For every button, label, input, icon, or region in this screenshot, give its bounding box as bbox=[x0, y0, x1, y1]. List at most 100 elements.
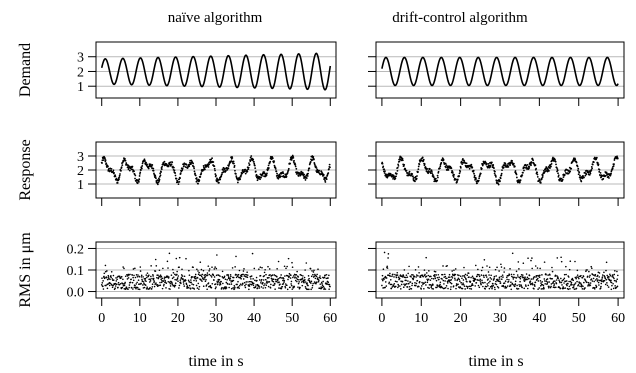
rms-point-c0-616 bbox=[276, 280, 279, 282]
rms-point-c1-574 bbox=[550, 283, 553, 285]
rms-point-c1-362 bbox=[487, 281, 490, 284]
rms-point-c0-176 bbox=[151, 277, 153, 280]
response-point-c1-334 bbox=[493, 172, 496, 175]
response-point-c1-516 bbox=[555, 163, 557, 166]
rms-point-c0-486 bbox=[239, 283, 242, 285]
response-point-c1-521 bbox=[556, 169, 559, 172]
rms-point-c0-316 bbox=[191, 283, 193, 285]
rms-point-c0-550 bbox=[258, 268, 260, 271]
rms-point-c1-367 bbox=[489, 277, 492, 279]
rms-point-c1-632 bbox=[567, 288, 570, 291]
response-point-c1-689 bbox=[613, 159, 616, 161]
response-point-c0-380 bbox=[224, 170, 227, 172]
rms-point-c0-461 bbox=[232, 279, 235, 282]
rms-point-c1-46 bbox=[394, 280, 397, 283]
rms-point-c1-490 bbox=[525, 273, 528, 275]
rms-point-c0-786 bbox=[325, 277, 328, 280]
response-point-c0-10 bbox=[104, 157, 106, 160]
rms-point-c1-737 bbox=[598, 272, 601, 274]
rms-point-c1-733 bbox=[597, 271, 600, 274]
rms-point-c1-700 bbox=[587, 281, 590, 284]
rms-point-c1-316 bbox=[474, 285, 477, 287]
rms-point-c1-452 bbox=[514, 283, 517, 285]
rms-point-c0-378 bbox=[208, 268, 211, 270]
rms-point-c1-614 bbox=[562, 286, 564, 288]
rms-point-c0-387 bbox=[211, 282, 214, 285]
rms-point-c1-157 bbox=[427, 274, 430, 277]
response-point-c1-622 bbox=[590, 166, 593, 168]
rms-point-c1-649 bbox=[572, 286, 575, 289]
rms-point-c1-349 bbox=[484, 281, 486, 284]
response-point-c1-432 bbox=[526, 164, 529, 166]
rms-point-c1-118 bbox=[415, 274, 418, 276]
rms-point-c1-194 bbox=[438, 276, 440, 279]
response-point-c0-73 bbox=[124, 159, 127, 162]
response-point-c1-287 bbox=[477, 179, 480, 182]
rms-point-c1-346 bbox=[483, 276, 485, 279]
rms-point-c0-780 bbox=[323, 276, 326, 279]
rms-point-c1-642 bbox=[570, 281, 573, 284]
rms-point-c0-721 bbox=[306, 288, 309, 291]
rms-point-c0-430 bbox=[223, 275, 226, 278]
rms-point-c0-258 bbox=[174, 284, 177, 287]
rms-point-c1-493 bbox=[526, 276, 529, 279]
rms-point-c1-147 bbox=[424, 281, 427, 284]
rms-point-c0-582 bbox=[267, 265, 269, 268]
rms-point-c1-799 bbox=[617, 274, 619, 277]
response-point-c1-486 bbox=[544, 170, 547, 173]
rms-point-c0-20 bbox=[106, 287, 109, 290]
rms-point-c0-450 bbox=[229, 277, 232, 280]
rms-point-c0-362 bbox=[204, 275, 206, 278]
rms-point-c0-145 bbox=[142, 276, 144, 278]
rms-point-c1-415 bbox=[503, 267, 506, 269]
rms-point-c1-269 bbox=[460, 281, 463, 284]
response-point-c0-572 bbox=[287, 169, 290, 172]
rms-point-c0-323 bbox=[193, 279, 195, 282]
response-point-c1-461 bbox=[536, 173, 539, 176]
response-point-c0-99 bbox=[133, 170, 135, 173]
rms-point-c1-140 bbox=[422, 275, 425, 278]
rms-point-c1-778 bbox=[610, 281, 613, 284]
rms-point-c0-330 bbox=[195, 277, 197, 280]
rms-point-c1-197 bbox=[439, 283, 441, 286]
response-point-c1-538 bbox=[562, 176, 565, 179]
rms-point-c0-96 bbox=[128, 286, 130, 289]
rms-point-c1-470 bbox=[519, 275, 522, 278]
response-point-c0-533 bbox=[274, 167, 277, 170]
rms-point-c0-88 bbox=[126, 274, 128, 276]
rms-point-c1-582 bbox=[552, 280, 555, 283]
rms-point-c1-160 bbox=[428, 287, 430, 289]
response-point-c0-346 bbox=[213, 167, 216, 170]
rms-point-c1-763 bbox=[606, 274, 608, 277]
response-point-c1-134 bbox=[426, 167, 429, 170]
rms-point-c1-610 bbox=[561, 284, 563, 286]
rms-point-c1-594 bbox=[556, 257, 559, 259]
rms-point-c1-690 bbox=[584, 280, 587, 282]
response-point-c1-172 bbox=[439, 167, 441, 170]
response-point-c0-698 bbox=[328, 163, 331, 166]
response-point-c0-2 bbox=[101, 159, 104, 162]
rms-point-c1-494 bbox=[526, 287, 529, 290]
rms-point-c0-47 bbox=[114, 287, 116, 290]
rms-point-c0-213 bbox=[161, 287, 164, 290]
response-point-c1-164 bbox=[436, 179, 439, 182]
rms-point-c0-204 bbox=[159, 281, 161, 284]
rms-point-c1-569 bbox=[549, 274, 551, 276]
response-point-c1-109 bbox=[417, 165, 420, 168]
rms-point-c1-418 bbox=[504, 285, 507, 288]
rms-point-c0-499 bbox=[243, 275, 246, 277]
rms-point-c0-385 bbox=[210, 276, 213, 278]
rms-point-c1-404 bbox=[500, 275, 502, 278]
response-point-c0-118 bbox=[139, 171, 142, 174]
response-point-c1-396 bbox=[514, 170, 517, 172]
rms-point-c1-155 bbox=[426, 279, 429, 282]
response-point-c1-107 bbox=[417, 171, 419, 173]
rms-point-c1-390 bbox=[496, 266, 498, 269]
rms-point-c1-552 bbox=[544, 280, 546, 282]
rms-point-c1-461 bbox=[517, 276, 519, 278]
rms-point-c1-429 bbox=[507, 280, 510, 283]
response-point-c1-139 bbox=[427, 170, 430, 173]
rms-point-c0-490 bbox=[240, 275, 243, 278]
rms-point-c1-444 bbox=[512, 276, 514, 279]
response-point-c0-275 bbox=[190, 159, 193, 162]
